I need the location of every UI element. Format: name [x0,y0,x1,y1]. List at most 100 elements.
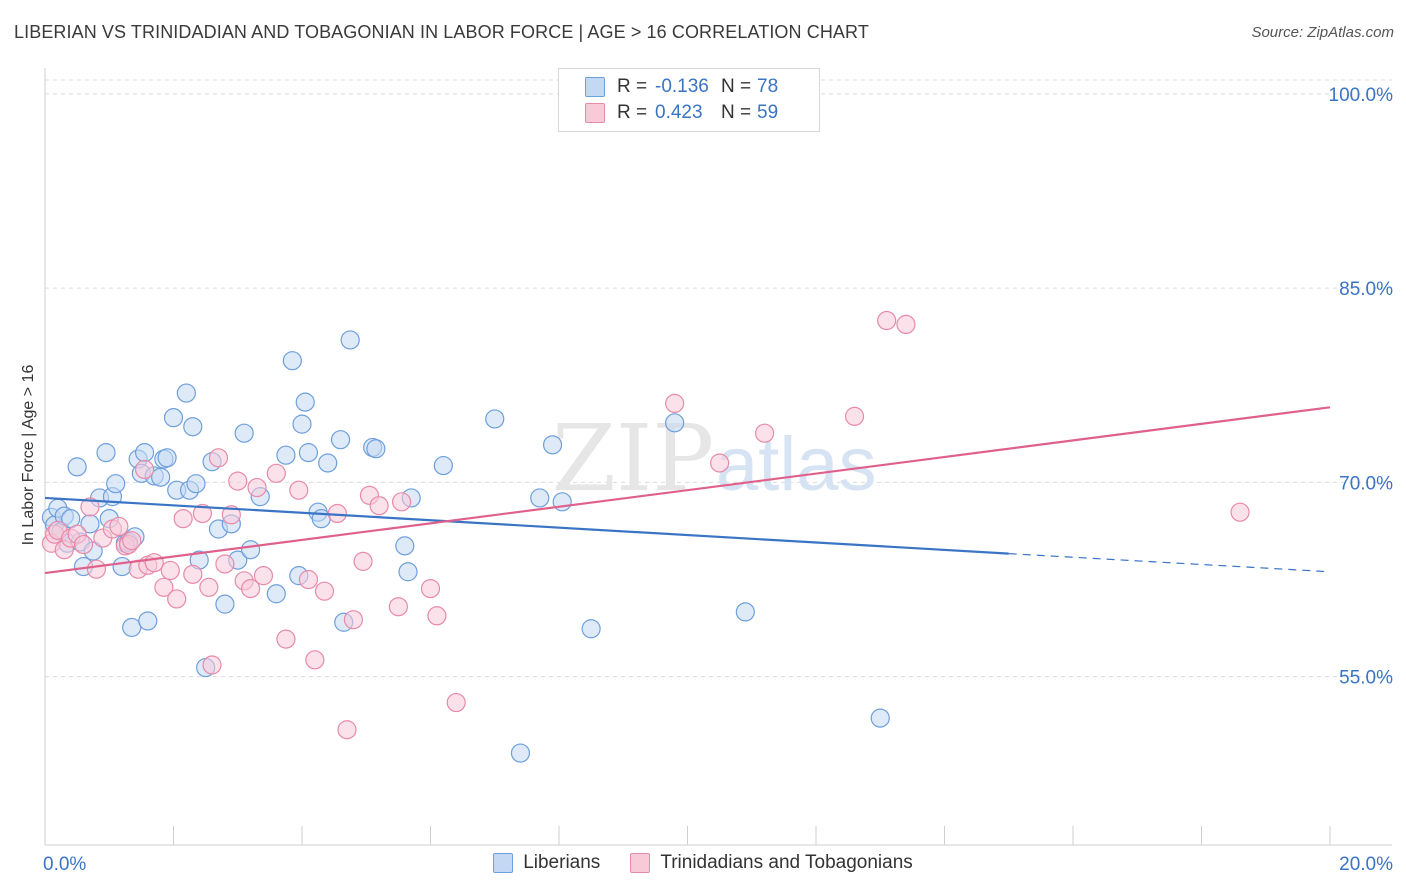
trinidadians-point [215,554,235,574]
trinidadians-point [73,534,94,555]
trinidadians-point [388,597,408,617]
trinidadians-point [173,509,193,529]
liberians-point [530,488,550,508]
trinidadians-swatch [630,853,651,873]
watermark-zip: ZIP [552,405,714,512]
liberians-point [395,536,415,556]
liberians-point [542,435,563,455]
n-label: N = [721,76,752,97]
trinidadians-point [289,480,309,500]
trinidadians-point [353,551,373,571]
liberians-point [298,443,319,463]
trinidadians-point [228,471,248,491]
liberians-point [292,414,312,434]
r-value: -0.136 [655,76,709,97]
liberians-point [366,439,386,459]
trinidadians-point [305,650,325,670]
y-tick-label: 100.0% [1329,85,1394,106]
trinidadians-point [446,692,466,713]
trinidadians-point [109,516,129,537]
liberians-swatch [585,77,605,97]
trinidadians-point [154,577,174,597]
trinidadians-point [298,569,319,590]
legend-item-liberians[interactable]: Liberians [493,852,600,874]
r-value: 0.423 [655,102,703,123]
trinidadians-point [420,578,441,599]
trinidadians-point [665,393,685,414]
x-tick-label: 0.0% [43,854,86,875]
trinidadians-point [199,577,219,597]
legend-label-liberians: Liberians [523,852,601,873]
trinidadians-point [710,453,730,473]
legend-item-trinidadians[interactable]: Trinidadians and Tobagonians [630,852,913,874]
trinidadians-point [314,581,335,601]
trinidadians-point [241,578,261,599]
liberians-point [311,509,331,529]
liberians-point [234,423,254,443]
trinidadians-trend-line [44,406,1331,575]
axes [44,68,1392,846]
trinidadians-point [1230,502,1250,522]
liberians-point [581,619,601,639]
n-value: 78 [757,76,779,97]
series-legend: Liberians Trinidadians and Tobagonians [0,852,1406,874]
trinidadians-point [754,423,775,443]
liberians-point [282,351,302,371]
trinidadians-point [134,459,155,480]
liberians-point [122,617,142,638]
liberians-point [485,409,505,429]
liberians-point [665,413,685,433]
trinidadians-point [877,310,897,331]
y-tick-label: 70.0% [1339,473,1393,494]
liberians-point [340,330,360,350]
liberians-point [276,445,296,465]
trinidadians-point [391,492,412,512]
trinidadians-point [192,503,213,524]
liberians-point [96,443,116,463]
liberians-point [112,556,132,577]
trinidadians-point [337,720,357,740]
liberians-trend-line [44,496,1009,555]
liberians-point [183,417,203,437]
liberians-point [398,562,418,582]
liberians-point [241,540,261,560]
trinidadians-point [253,566,274,586]
trend-lines [44,406,1331,575]
source-credit: Source: ZipAtlas.com [1251,24,1394,41]
tick-labels: 100.0% 85.0% 70.0% 55.0% 0.0% 20.0% [43,85,1393,875]
liberians-trend-extension [1008,553,1331,573]
liberians-point [186,474,206,494]
liberians-point [215,594,235,614]
trinidadians-point [343,610,363,630]
liberians-point [67,457,87,477]
liberians-point [106,474,126,494]
liberians-point [295,392,315,412]
trinidadians-point [208,448,229,468]
liberians-point [176,383,196,403]
trinidadians-point [86,559,107,579]
liberians-point [266,584,286,604]
trinidadians-point [160,560,180,581]
data-points [41,310,1250,763]
liberians-point [134,443,155,463]
trinidadians-point [167,589,187,609]
trinidadians-point [844,406,865,426]
trinidadians-point [221,505,241,525]
liberians-point [138,611,158,631]
legend-row-liberians: R = -0.136 N = 78 [585,75,778,99]
trinidadians-point [80,497,100,517]
y-tick-label: 55.0% [1339,668,1393,689]
trinidadians-point [122,531,142,551]
trinidadians-point [896,314,916,335]
liberians-point [318,453,338,473]
liberians-point [510,743,531,763]
liberians-point [330,430,351,450]
liberians-point [163,408,184,428]
trinidadians-point [144,553,164,573]
r-label: R = [617,102,648,123]
trinidadians-point [427,606,447,626]
y-tick-label: 85.0% [1339,279,1393,300]
correlation-legend: R = -0.136 N = 78 R = 0.423 N = 59 [558,68,820,132]
trinidadians-point [276,629,296,649]
